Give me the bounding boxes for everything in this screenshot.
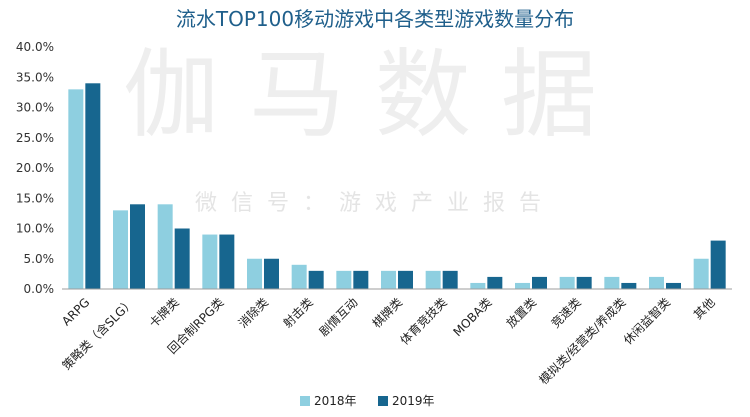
bar-2018年-放置类 — [515, 282, 530, 289]
bar-2019年-策略类（含SLG） — [130, 204, 145, 289]
bar-2019年-卡牌类 — [174, 228, 190, 289]
y-tick-label: 20.0% — [16, 161, 54, 175]
x-tick-label: 体育竞技类 — [397, 295, 450, 348]
bar-2018年-剧情互动 — [336, 270, 352, 289]
x-tick-label: 棋牌类 — [370, 295, 405, 330]
y-tick-label: 0.0% — [24, 282, 55, 296]
y-tick-label: 5.0% — [24, 252, 55, 266]
x-tick-label: 剧情互动 — [317, 295, 361, 339]
y-tick-label: 15.0% — [16, 191, 54, 205]
y-axis: 0.0% 5.0% 10.0% 15.0% 20.0% 25.0% 30.0% 35.0% 40… — [16, 40, 54, 296]
x-tick-label: 模拟类/经营类/养成类 — [536, 295, 629, 388]
bar-2019年-ARPG — [85, 83, 101, 289]
bar-2019年-放置类 — [532, 276, 547, 289]
x-tick-label: 休闲益智类 — [620, 295, 673, 348]
watermark-main: 伽马数据 — [123, 39, 627, 151]
bar-2018年-其他 — [693, 258, 709, 289]
bar-2018年-棋牌类 — [381, 270, 396, 289]
bar-2018年-回合制RPG类 — [202, 234, 218, 289]
y-tick-label: 30.0% — [16, 101, 54, 115]
bar-2019年-回合制RPG类 — [219, 234, 235, 289]
bar-2018年-ARPG — [68, 89, 84, 289]
x-tick-label: 消除类 — [235, 295, 271, 331]
bar-2019年-模拟类/经营类/养成类 — [621, 282, 637, 289]
legend-label: 2019年 — [392, 394, 435, 408]
bar-2018年-休闲益智类 — [649, 276, 664, 289]
bar-2018年-卡牌类 — [157, 204, 173, 289]
y-tick-label: 10.0% — [16, 222, 54, 236]
bar-2018年-竞速类 — [559, 276, 575, 289]
legend-swatch — [378, 396, 388, 406]
bar-2018年-体育竞技类 — [425, 270, 441, 289]
bar-2018年-策略类（含SLG） — [113, 210, 128, 289]
x-tick-label: 其他 — [691, 295, 718, 322]
bar-2018年-MOBA类 — [470, 282, 486, 289]
bar-2019年-竞速类 — [576, 276, 592, 289]
bars — [68, 83, 726, 289]
y-tick-label: 35.0% — [16, 70, 54, 84]
x-tick-label: MOBA类 — [450, 295, 494, 339]
bar-2018年-射击类 — [291, 264, 307, 289]
bar-2019年-MOBA类 — [487, 276, 503, 289]
x-tick-label: 放置类 — [503, 295, 539, 331]
bar-2019年-射击类 — [308, 270, 324, 289]
watermark-sub: 微信号：游戏产业报告 — [195, 191, 555, 216]
bar-2019年-消除类 — [264, 258, 279, 289]
x-tick-label: ARPG — [59, 295, 92, 328]
x-tick-label: 竞速类 — [548, 295, 583, 330]
y-tick-label: 40.0% — [16, 40, 54, 54]
y-tick-label: 25.0% — [16, 131, 54, 145]
legend-label: 2018年 — [314, 394, 357, 408]
chart-title: 流水TOP100移动游戏中各类型游戏数量分布 — [176, 7, 574, 31]
bar-2019年-棋牌类 — [398, 270, 413, 289]
x-tick-label: 卡牌类 — [146, 295, 181, 330]
bar-2019年-剧情互动 — [353, 270, 369, 289]
bar-2019年-休闲益智类 — [666, 282, 681, 289]
bar-2019年-其他 — [710, 240, 726, 289]
legend-swatch — [300, 396, 310, 406]
x-tick-label: 射击类 — [280, 295, 316, 331]
bar-2018年-模拟类/经营类/养成类 — [604, 276, 620, 289]
bar-2018年-消除类 — [247, 258, 262, 289]
legend: 2018年 2019年 — [300, 394, 435, 408]
bar-2019年-体育竞技类 — [442, 270, 458, 289]
